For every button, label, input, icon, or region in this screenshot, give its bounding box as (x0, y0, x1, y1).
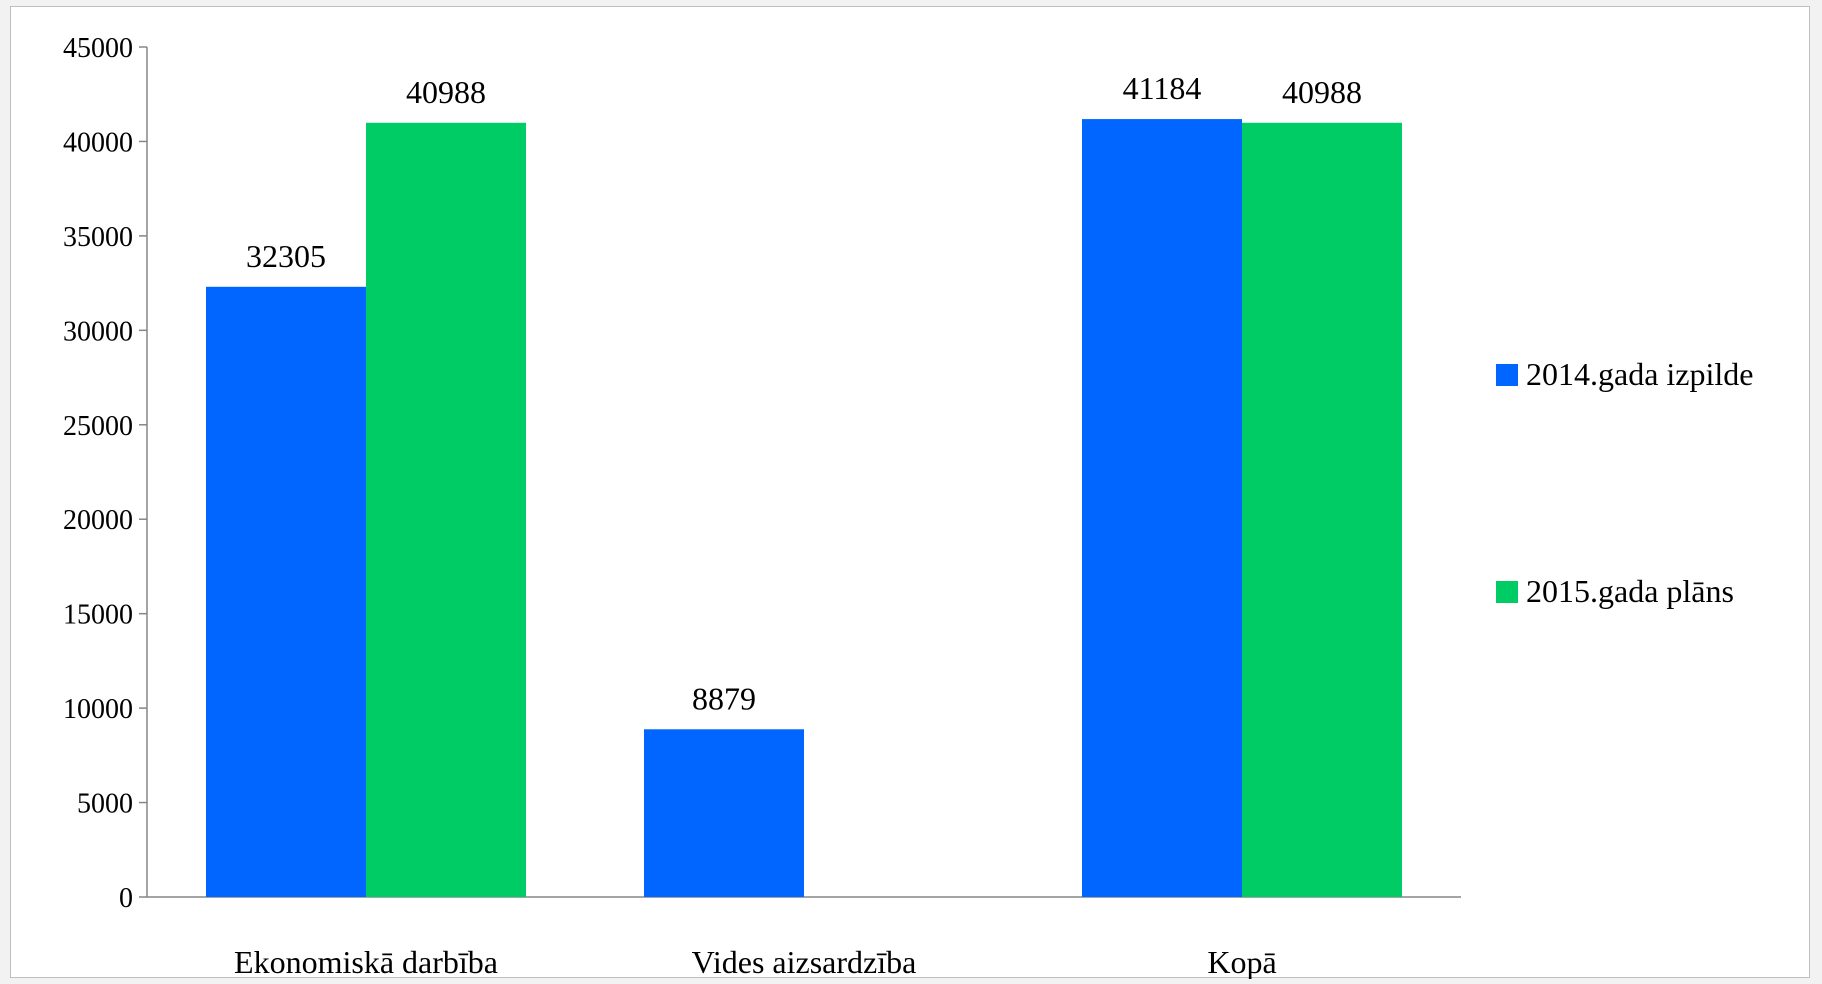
bar-chart: 0 5000 10000 15000 20000 25000 30000 35000 40000… (63, 33, 1753, 979)
legend-swatch (1496, 364, 1518, 386)
x-category-label: Ekonomiskā darbība (234, 944, 498, 979)
bar-2014 (206, 286, 366, 897)
bar-2015 (366, 122, 526, 897)
legend-label: 2014.gada izpilde (1526, 356, 1753, 392)
data-label: 8879 (692, 680, 756, 716)
legend-label: 2015.gada plāns (1526, 573, 1734, 609)
y-tick-label: 15000 (63, 600, 133, 631)
y-tick-label: 35000 (63, 222, 133, 253)
chart-frame: 0 5000 10000 15000 20000 25000 30000 35000 40000… (10, 6, 1810, 979)
bar-2014 (644, 729, 804, 897)
y-tick-label: 40000 (63, 127, 133, 158)
y-tick-label: 25000 (63, 411, 133, 442)
x-category-label: Vides aizsardzība (692, 944, 917, 979)
data-label: 40988 (406, 74, 486, 110)
bar-2015 (1242, 122, 1402, 897)
x-category-label: Kopā (1207, 944, 1276, 979)
y-tick-label: 0 (119, 883, 133, 914)
y-tick-label: 20000 (63, 505, 133, 536)
bar-2014 (1082, 119, 1242, 897)
data-label: 40988 (1282, 74, 1362, 110)
y-tick-label: 10000 (63, 694, 133, 725)
legend-swatch (1496, 581, 1518, 603)
data-label: 41184 (1123, 70, 1202, 106)
y-tick-label: 30000 (63, 316, 133, 347)
data-label: 32305 (246, 238, 326, 274)
y-tick-label: 45000 (63, 33, 133, 64)
y-tick-label: 5000 (77, 789, 133, 820)
